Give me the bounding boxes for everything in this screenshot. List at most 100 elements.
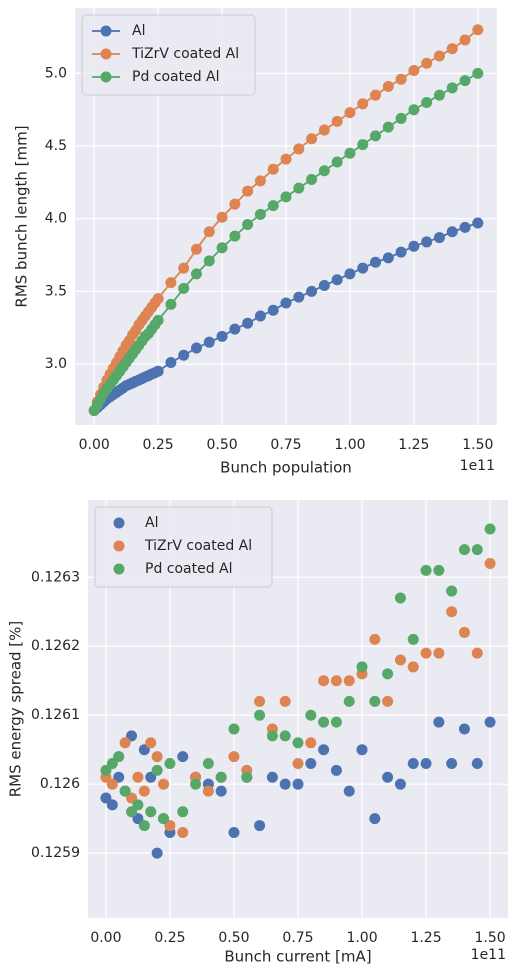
data-point bbox=[202, 785, 214, 797]
data-point bbox=[266, 730, 278, 742]
data-point bbox=[151, 847, 163, 859]
data-point bbox=[433, 564, 445, 576]
data-point bbox=[280, 153, 292, 165]
data-point bbox=[100, 792, 112, 804]
data-point bbox=[178, 349, 190, 361]
data-point bbox=[357, 98, 369, 110]
data-point bbox=[242, 185, 254, 197]
data-point bbox=[202, 757, 214, 769]
data-point bbox=[471, 647, 483, 659]
data-point bbox=[106, 757, 118, 769]
data-point bbox=[254, 709, 266, 721]
data-point bbox=[138, 820, 150, 832]
data-point bbox=[145, 806, 157, 818]
data-point bbox=[318, 716, 330, 728]
data-point bbox=[370, 256, 382, 268]
legend-marker bbox=[100, 48, 112, 60]
data-point bbox=[228, 723, 240, 735]
data-point bbox=[458, 626, 470, 638]
data-point bbox=[190, 268, 202, 280]
data-point bbox=[158, 813, 170, 825]
legend-label: Pd coated Al bbox=[132, 69, 220, 85]
data-point bbox=[394, 592, 406, 604]
data-point bbox=[420, 564, 432, 576]
legend-label: Pd coated Al bbox=[145, 561, 233, 577]
data-point bbox=[318, 124, 330, 136]
data-point bbox=[472, 67, 484, 79]
data-point bbox=[279, 778, 291, 790]
data-point bbox=[382, 695, 394, 707]
legend-box bbox=[81, 14, 256, 96]
data-point bbox=[458, 544, 470, 556]
data-point bbox=[165, 277, 177, 289]
data-point bbox=[178, 262, 190, 274]
y-tick-label: 3.5 bbox=[45, 283, 67, 299]
data-point bbox=[203, 226, 215, 238]
y-tick-label: 0.126 bbox=[40, 776, 80, 792]
data-point bbox=[177, 826, 189, 838]
data-point bbox=[433, 232, 445, 244]
data-point bbox=[344, 268, 356, 280]
data-point bbox=[266, 771, 278, 783]
data-point bbox=[395, 73, 407, 85]
data-point bbox=[215, 771, 227, 783]
data-point bbox=[459, 221, 471, 233]
data-point bbox=[132, 799, 144, 811]
data-point bbox=[330, 675, 342, 687]
y-tick-label: 4.0 bbox=[45, 211, 67, 227]
data-point bbox=[343, 785, 355, 797]
data-point bbox=[395, 246, 407, 258]
data-point bbox=[318, 744, 330, 756]
data-point bbox=[446, 585, 458, 597]
y-tick-label: 0.1262 bbox=[31, 638, 80, 654]
data-point bbox=[446, 226, 458, 238]
data-point bbox=[330, 716, 342, 728]
data-point bbox=[369, 813, 381, 825]
x-tick-label: 1.00 bbox=[346, 930, 377, 946]
data-point bbox=[292, 757, 304, 769]
data-point bbox=[279, 695, 291, 707]
data-point bbox=[203, 255, 215, 267]
y-tick-label: 4.5 bbox=[45, 138, 67, 154]
data-point bbox=[106, 778, 118, 790]
data-point bbox=[382, 80, 394, 92]
data-point bbox=[484, 716, 496, 728]
x-tick-label: 1.50 bbox=[462, 437, 493, 453]
data-point bbox=[318, 675, 330, 687]
data-point bbox=[318, 165, 330, 177]
data-point bbox=[126, 730, 138, 742]
data-point bbox=[331, 274, 343, 286]
data-point bbox=[216, 242, 228, 254]
data-point bbox=[292, 778, 304, 790]
data-point bbox=[330, 764, 342, 776]
x-axis-label: Bunch current [mA] bbox=[224, 948, 371, 966]
legend-label: TiZrV coated Al bbox=[131, 46, 239, 62]
data-point bbox=[382, 252, 394, 264]
data-point bbox=[408, 240, 420, 252]
data-point bbox=[145, 771, 157, 783]
data-point bbox=[292, 737, 304, 749]
data-point bbox=[471, 544, 483, 556]
data-point bbox=[344, 107, 356, 119]
data-point bbox=[178, 282, 190, 294]
data-point bbox=[407, 757, 419, 769]
data-point bbox=[106, 799, 118, 811]
data-point bbox=[472, 24, 484, 36]
data-point bbox=[484, 557, 496, 569]
data-point bbox=[145, 737, 157, 749]
data-point bbox=[152, 293, 164, 305]
data-point bbox=[215, 785, 227, 797]
x-tick-label: 0.25 bbox=[154, 930, 185, 946]
y-tick-label: 0.1261 bbox=[31, 707, 80, 723]
data-point bbox=[433, 89, 445, 101]
data-point bbox=[293, 182, 305, 194]
data-point bbox=[446, 43, 458, 55]
legend-marker bbox=[113, 517, 125, 529]
data-point bbox=[446, 757, 458, 769]
data-point bbox=[395, 112, 407, 124]
data-point bbox=[331, 156, 343, 168]
data-point bbox=[254, 820, 266, 832]
data-point bbox=[254, 175, 266, 187]
legend-label: Al bbox=[145, 515, 158, 531]
